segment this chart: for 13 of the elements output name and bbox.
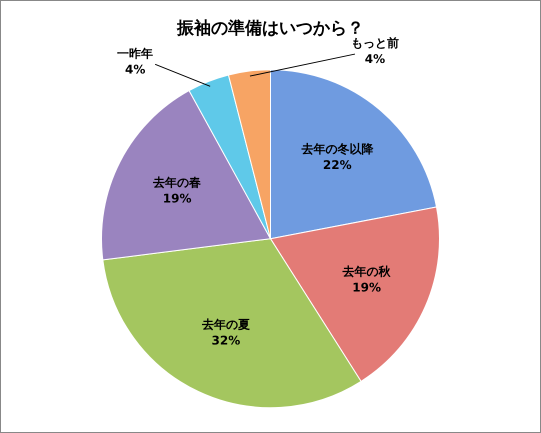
data-label: 19% bbox=[162, 191, 192, 206]
data-label: 4% bbox=[364, 52, 386, 66]
chart-title: 振袖の準備はいつから？ bbox=[176, 18, 364, 39]
data-label: 32% bbox=[212, 334, 240, 348]
slice-label: 一昨年 bbox=[117, 46, 154, 60]
slice-label: 去年の冬以降 bbox=[300, 142, 374, 156]
slice-label: もっと前 bbox=[350, 36, 399, 50]
slice-label: 去年の秋 bbox=[342, 264, 392, 278]
slice-label: 去年の夏 bbox=[200, 318, 250, 332]
data-label: 19% bbox=[352, 280, 382, 294]
data-label: 22% bbox=[322, 158, 352, 172]
data-label: 4% bbox=[124, 62, 146, 76]
slice-label: 去年の春 bbox=[152, 175, 202, 190]
